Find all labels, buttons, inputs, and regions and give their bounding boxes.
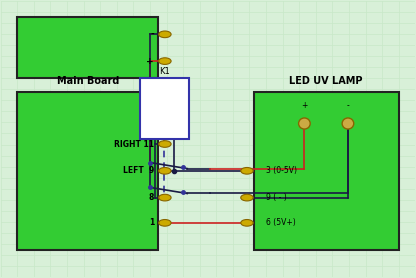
Text: 6 (5V+): 6 (5V+) — [266, 218, 296, 227]
FancyBboxPatch shape — [254, 92, 399, 250]
Text: -: - — [347, 101, 349, 110]
Ellipse shape — [241, 220, 253, 226]
Ellipse shape — [342, 118, 354, 129]
Text: 8: 8 — [149, 193, 154, 202]
FancyBboxPatch shape — [17, 92, 158, 250]
FancyBboxPatch shape — [140, 78, 189, 139]
FancyBboxPatch shape — [17, 17, 158, 78]
Ellipse shape — [158, 220, 171, 226]
Ellipse shape — [299, 118, 310, 129]
Text: LEFT  9: LEFT 9 — [123, 166, 154, 175]
Ellipse shape — [158, 31, 171, 38]
Text: 3 (0-5V): 3 (0-5V) — [266, 166, 297, 175]
Ellipse shape — [241, 167, 253, 174]
Text: K1: K1 — [159, 67, 170, 76]
Ellipse shape — [158, 167, 171, 174]
Ellipse shape — [158, 194, 171, 201]
Text: +: + — [146, 57, 154, 66]
Text: 1: 1 — [149, 218, 154, 227]
Text: 9 ( - ): 9 ( - ) — [266, 193, 287, 202]
Text: -: - — [150, 30, 154, 39]
Ellipse shape — [158, 58, 171, 64]
Text: +: + — [301, 101, 307, 110]
Ellipse shape — [241, 194, 253, 201]
Text: Main Board: Main Board — [57, 76, 119, 86]
Text: RIGHT 11: RIGHT 11 — [114, 140, 154, 148]
Text: LED UV LAMP: LED UV LAMP — [290, 76, 363, 86]
Ellipse shape — [158, 141, 171, 147]
